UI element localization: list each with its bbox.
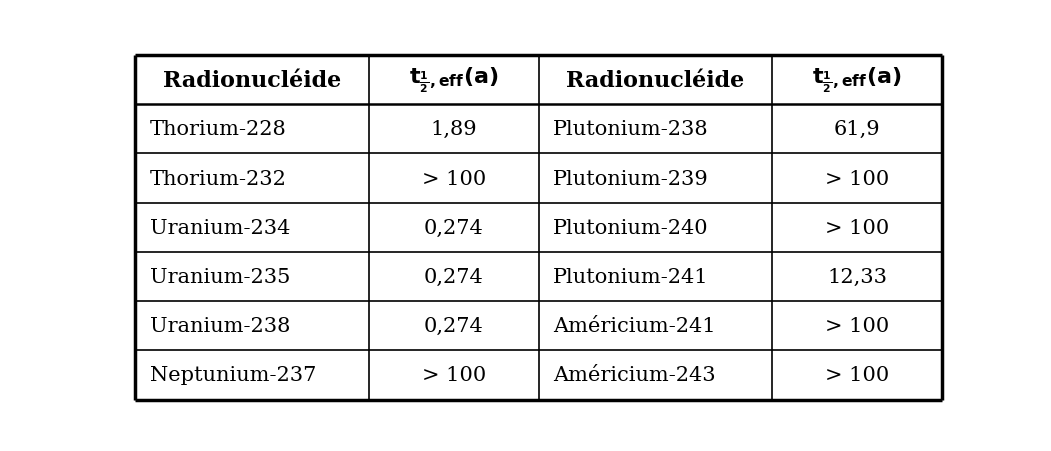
Text: 0,274: 0,274 bbox=[425, 317, 483, 336]
Text: Radionucléide: Radionucléide bbox=[566, 69, 745, 92]
Text: Thorium-228: Thorium-228 bbox=[150, 120, 287, 139]
Text: Radionucléide: Radionucléide bbox=[163, 69, 342, 92]
Text: > 100: > 100 bbox=[421, 366, 487, 385]
Text: 0,274: 0,274 bbox=[425, 218, 483, 237]
Text: 61,9: 61,9 bbox=[833, 120, 881, 139]
Text: Américium-243: Américium-243 bbox=[553, 366, 716, 385]
Text: Uranium-234: Uranium-234 bbox=[150, 218, 290, 237]
Text: Américium-241: Américium-241 bbox=[553, 317, 716, 336]
Text: 12,33: 12,33 bbox=[827, 267, 887, 286]
Text: 1,89: 1,89 bbox=[431, 120, 477, 139]
Text: $\mathbf{t}_{\mathbf{\frac{1}{2},eff}}$$\mathbf{(a)}$: $\mathbf{t}_{\mathbf{\frac{1}{2},eff}}$$… bbox=[812, 66, 902, 95]
Text: > 100: > 100 bbox=[825, 169, 889, 188]
Text: Plutonium-240: Plutonium-240 bbox=[553, 218, 709, 237]
Text: Thorium-232: Thorium-232 bbox=[150, 169, 287, 188]
Text: > 100: > 100 bbox=[825, 366, 889, 385]
Text: Uranium-238: Uranium-238 bbox=[150, 317, 290, 336]
Text: 0,274: 0,274 bbox=[425, 267, 483, 286]
Text: Uranium-235: Uranium-235 bbox=[150, 267, 290, 286]
Text: Plutonium-238: Plutonium-238 bbox=[553, 120, 709, 139]
Text: Plutonium-241: Plutonium-241 bbox=[553, 267, 709, 286]
Text: $\mathbf{t}_{\mathbf{\frac{1}{2},eff}}$$\mathbf{(a)}$: $\mathbf{t}_{\mathbf{\frac{1}{2},eff}}$$… bbox=[409, 66, 499, 95]
Text: > 100: > 100 bbox=[421, 169, 487, 188]
Text: Plutonium-239: Plutonium-239 bbox=[553, 169, 709, 188]
Text: Neptunium-237: Neptunium-237 bbox=[150, 366, 316, 385]
Text: > 100: > 100 bbox=[825, 317, 889, 336]
Text: > 100: > 100 bbox=[825, 218, 889, 237]
